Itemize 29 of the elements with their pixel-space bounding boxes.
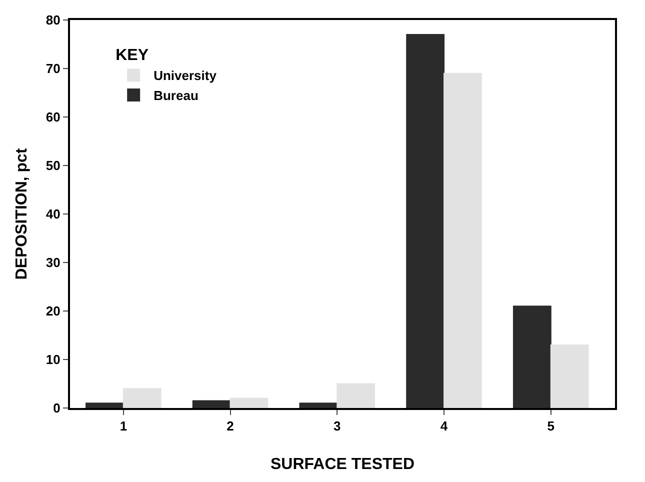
x-tick-label: 3: [334, 418, 341, 434]
bar: [512, 306, 552, 408]
bar: [336, 383, 376, 408]
x-axis-title: SURFACE TESTED: [270, 456, 415, 473]
bar: [192, 400, 231, 408]
y-axis-title: DEPOSITION, pct: [13, 148, 30, 280]
y-tick-label: 30: [46, 255, 60, 270]
y-tick-label: 60: [46, 110, 60, 125]
bar: [444, 72, 482, 408]
legend-label: University: [154, 68, 218, 84]
y-tick-label: 80: [46, 12, 60, 28]
y-tick-label: 70: [46, 61, 60, 76]
y-tick-label: 10: [46, 352, 60, 368]
x-tick-label: 2: [226, 418, 234, 434]
bar: [122, 388, 162, 408]
x-tick-label: 1: [120, 418, 128, 434]
bar: [550, 344, 589, 408]
y-tick-label: 0: [53, 400, 60, 416]
bar: [406, 34, 445, 408]
legend-title: KEY: [116, 47, 149, 64]
x-tick-label: 4: [440, 418, 448, 434]
bar: [86, 402, 124, 408]
x-tick-label: 5: [547, 418, 554, 434]
y-tick-label: 50: [46, 158, 60, 174]
bar: [230, 398, 268, 408]
bar: [299, 402, 338, 408]
y-tick-label: 40: [46, 206, 60, 222]
y-tick-label: 20: [46, 304, 60, 319]
legend-label: Bureau: [154, 88, 198, 104]
